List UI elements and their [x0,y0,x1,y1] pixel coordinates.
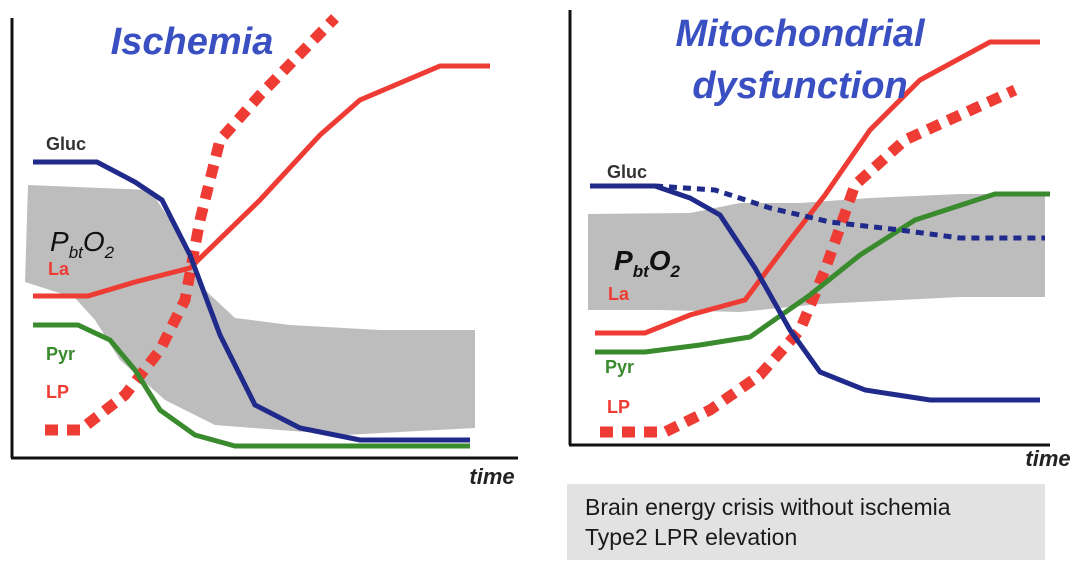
pyr-curve [595,191,1050,355]
panel-ischemia: Ischemia Gluc PbtO2 La Pyr LP time [10,14,518,489]
time-label: time [1025,446,1070,471]
gluc-dotted-curve [654,183,1045,241]
gluc-label: Gluc [607,162,647,182]
panel-title: Ischemia [111,21,274,63]
lp-label: LP [607,397,630,417]
lp-label: LP [46,382,69,402]
pbto2-label: PbtO2 [614,245,681,281]
caption-line-1: Brain energy crisis without ischemia [585,494,951,520]
gluc-label: Gluc [46,134,86,154]
pyr-label: Pyr [46,344,75,364]
panel-title-line2: dysfunction [692,65,907,107]
gluc-curve [590,183,1040,403]
caption-box: Brain energy crisis without ischemia Typ… [567,484,1045,560]
pbto2-band [588,194,1045,312]
la-label: La [48,259,70,279]
time-label: time [469,464,514,489]
gluc-curve [33,159,470,443]
la-label: La [608,284,630,304]
la-curve [33,63,490,299]
lp-curve [45,14,339,436]
pyr-curve [33,322,470,449]
pyr-label: Pyr [605,357,634,377]
panel-title: Mitochondrial [675,13,926,55]
lp-curve [600,84,1018,438]
caption-line-2: Type2 LPR elevation [585,524,798,550]
pbto2-label: PbtO2 [50,226,115,262]
panel-mitochondrial-dysfunction: Mitochondrial dysfunction Gluc PbtO2 La … [568,10,1071,471]
